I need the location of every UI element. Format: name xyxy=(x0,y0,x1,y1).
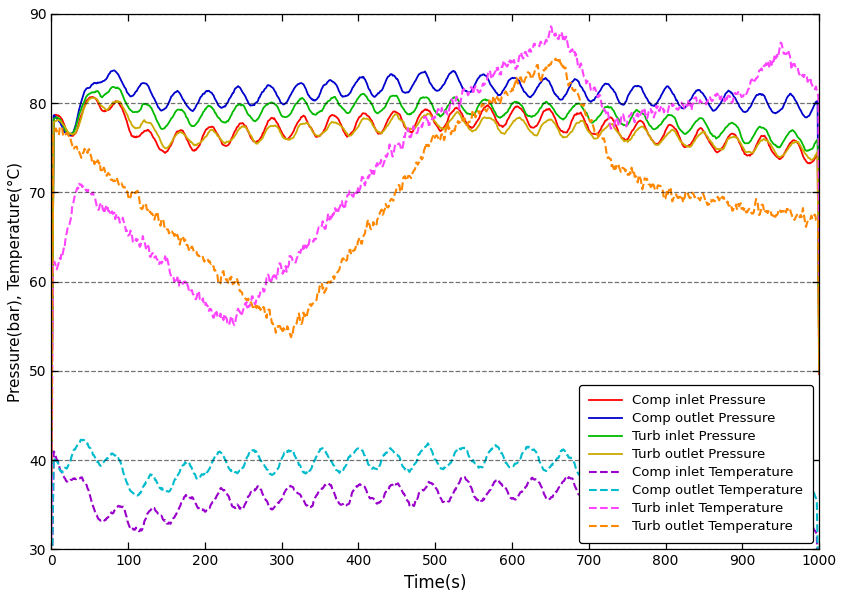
Turb inlet Temperature xyxy=(545,23,555,30)
Comp outlet Pressure xyxy=(659,85,669,92)
Line: Turb inlet Pressure: Turb inlet Pressure xyxy=(51,87,818,469)
Turb outlet Temperature xyxy=(356,240,366,247)
Comp inlet Temperature xyxy=(125,525,135,532)
Comp inlet Pressure xyxy=(88,94,98,101)
Turb outlet Temperature xyxy=(574,94,584,101)
Turb outlet Pressure xyxy=(357,116,367,123)
Line: Turb inlet Temperature: Turb inlet Temperature xyxy=(51,26,818,538)
Comp inlet Pressure xyxy=(125,129,135,136)
Turb inlet Temperature xyxy=(384,141,394,148)
Comp outlet Pressure xyxy=(357,74,367,81)
Turb outlet Temperature xyxy=(384,199,394,206)
Turb inlet Pressure xyxy=(813,362,823,369)
Turb inlet Temperature xyxy=(813,276,823,283)
Turb outlet Temperature xyxy=(125,194,135,201)
Comp inlet Pressure xyxy=(574,110,584,117)
Comp outlet Temperature xyxy=(125,487,135,494)
Comp inlet Pressure xyxy=(385,112,395,119)
Line: Comp outlet Temperature: Comp outlet Temperature xyxy=(51,440,818,600)
Turb outlet Temperature xyxy=(46,470,57,477)
Turb inlet Pressure xyxy=(108,83,118,91)
Line: Turb outlet Pressure: Turb outlet Pressure xyxy=(51,98,818,470)
Comp inlet Pressure xyxy=(357,110,367,117)
Comp inlet Temperature xyxy=(574,491,584,499)
Comp inlet Pressure xyxy=(645,134,655,142)
Turb inlet Temperature xyxy=(125,230,135,238)
Y-axis label: Pressure(bar), Temperature(°C): Pressure(bar), Temperature(°C) xyxy=(8,161,24,401)
Comp inlet Pressure xyxy=(659,129,669,136)
Turb inlet Pressure xyxy=(125,107,135,114)
Turb outlet Pressure xyxy=(46,466,57,473)
Comp outlet Pressure xyxy=(46,463,57,470)
Turb inlet Temperature xyxy=(356,173,366,181)
Comp inlet Pressure xyxy=(46,464,57,471)
Turb outlet Pressure xyxy=(385,118,395,125)
Turb outlet Pressure xyxy=(659,134,669,141)
Turb outlet Temperature xyxy=(645,184,655,191)
Comp inlet Temperature xyxy=(385,482,395,490)
Turb outlet Temperature xyxy=(659,195,669,202)
Turb inlet Pressure xyxy=(385,93,395,100)
Comp outlet Temperature xyxy=(76,436,86,443)
Comp outlet Pressure xyxy=(645,101,655,109)
Comp outlet Temperature xyxy=(645,483,655,490)
Comp inlet Temperature xyxy=(357,483,367,490)
Turb inlet Temperature xyxy=(645,106,655,113)
Line: Comp inlet Pressure: Comp inlet Pressure xyxy=(51,97,818,467)
Turb inlet Pressure xyxy=(46,465,57,472)
Line: Comp inlet Temperature: Comp inlet Temperature xyxy=(51,451,818,600)
Turb outlet Pressure xyxy=(813,369,823,376)
Turb inlet Temperature xyxy=(659,107,669,114)
Comp outlet Temperature xyxy=(385,445,395,452)
Comp inlet Temperature xyxy=(49,448,59,455)
Comp outlet Temperature xyxy=(574,471,584,478)
Turb outlet Pressure xyxy=(574,119,584,126)
Legend: Comp inlet Pressure, Comp outlet Pressure, Turb inlet Pressure, Turb outlet Pres: Comp inlet Pressure, Comp outlet Pressur… xyxy=(579,385,812,542)
Comp inlet Temperature xyxy=(645,502,655,509)
Comp outlet Temperature xyxy=(659,463,669,470)
Comp outlet Pressure xyxy=(574,80,584,88)
Turb outlet Pressure xyxy=(645,135,655,142)
Turb inlet Temperature xyxy=(574,65,584,72)
Turb outlet Temperature xyxy=(554,55,564,62)
X-axis label: Time(s): Time(s) xyxy=(403,574,466,592)
Turb inlet Temperature xyxy=(46,535,57,542)
Turb inlet Pressure xyxy=(645,122,655,130)
Turb outlet Pressure xyxy=(87,94,97,101)
Line: Turb outlet Temperature: Turb outlet Temperature xyxy=(51,58,818,473)
Comp outlet Pressure xyxy=(109,67,119,74)
Comp inlet Pressure xyxy=(813,371,823,378)
Turb inlet Pressure xyxy=(574,100,584,107)
Turb outlet Pressure xyxy=(125,118,135,125)
Comp outlet Temperature xyxy=(357,447,367,454)
Line: Comp outlet Pressure: Comp outlet Pressure xyxy=(51,70,818,466)
Comp outlet Pressure xyxy=(385,71,395,78)
Turb inlet Pressure xyxy=(659,115,669,122)
Comp inlet Temperature xyxy=(659,496,669,503)
Comp outlet Pressure xyxy=(125,93,135,100)
Turb outlet Temperature xyxy=(813,365,823,373)
Turb inlet Pressure xyxy=(357,90,367,97)
Comp outlet Pressure xyxy=(813,335,823,343)
